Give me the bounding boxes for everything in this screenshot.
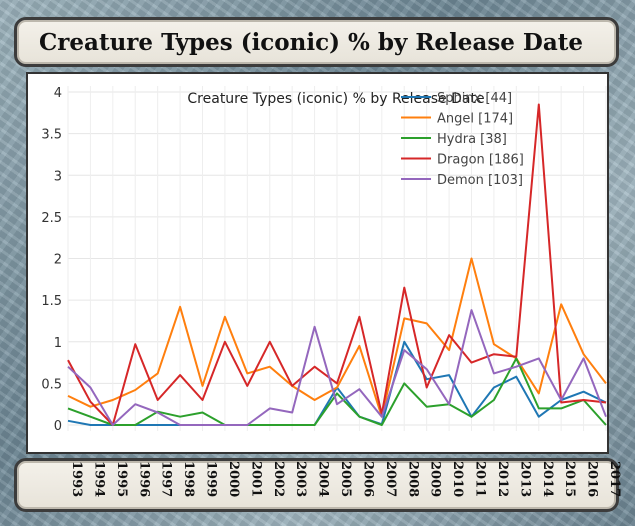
- x-tick-label: 1993: [69, 461, 84, 497]
- x-tick-label: 2012: [495, 461, 510, 497]
- x-tick-label: 1999: [204, 461, 219, 497]
- legend-label: Hydra [38]: [437, 132, 507, 147]
- y-tick-label: 3: [54, 169, 62, 184]
- legend-label: Angel [174]: [437, 112, 513, 127]
- x-tick-label: 2013: [517, 461, 532, 497]
- x-tick-label: 2002: [271, 461, 286, 497]
- legend-label: Demon [103]: [437, 173, 523, 188]
- x-tick-label: 1997: [159, 461, 174, 497]
- x-tick-label: 1996: [136, 461, 151, 497]
- x-tick-label: 2007: [383, 461, 398, 497]
- series-line-dragon: [67, 103, 607, 426]
- page-title: Creature Types (iconic) % by Release Dat…: [39, 29, 584, 56]
- y-tick-label: 1: [54, 336, 62, 351]
- x-tick-label: 2000: [226, 461, 241, 497]
- x-tick-label: 1995: [114, 461, 129, 497]
- x-tick-label: 2014: [540, 461, 555, 497]
- x-tick-label: 1994: [91, 461, 106, 497]
- x-tick-label: 2005: [338, 461, 353, 497]
- x-tick-label: 2016: [585, 461, 600, 497]
- x-tick-label: 2003: [293, 461, 308, 497]
- x-tick-label: 2006: [360, 461, 375, 497]
- x-axis-banner: [14, 458, 619, 512]
- x-tick-label: 2011: [473, 461, 488, 497]
- x-tick-label: 2008: [405, 461, 420, 497]
- chart-title: Creature Types (iconic) % by Release Dat…: [187, 91, 484, 107]
- x-tick-label: 2001: [248, 461, 263, 497]
- y-tick-label: 4: [54, 86, 62, 101]
- title-banner: Creature Types (iconic) % by Release Dat…: [14, 17, 619, 67]
- y-tick-label: 3.5: [41, 128, 62, 143]
- y-tick-label: 0: [54, 419, 62, 434]
- x-tick-label: 2015: [562, 461, 577, 497]
- y-tick-label: 2: [54, 253, 62, 268]
- legend-label: Sphinx [44]: [437, 91, 512, 106]
- x-tick-label: 2009: [428, 461, 443, 497]
- legend-label: Dragon [186]: [437, 153, 524, 168]
- series-line-demon: [67, 309, 607, 426]
- y-tick-label: 0.5: [41, 377, 62, 392]
- y-tick-label: 2.5: [41, 211, 62, 226]
- x-tick-label: 2017: [607, 461, 622, 497]
- x-tick-label: 2010: [450, 461, 465, 497]
- x-tick-label: 1998: [181, 461, 196, 497]
- x-tick-label: 2004: [316, 461, 331, 497]
- y-tick-label: 1.5: [41, 294, 62, 309]
